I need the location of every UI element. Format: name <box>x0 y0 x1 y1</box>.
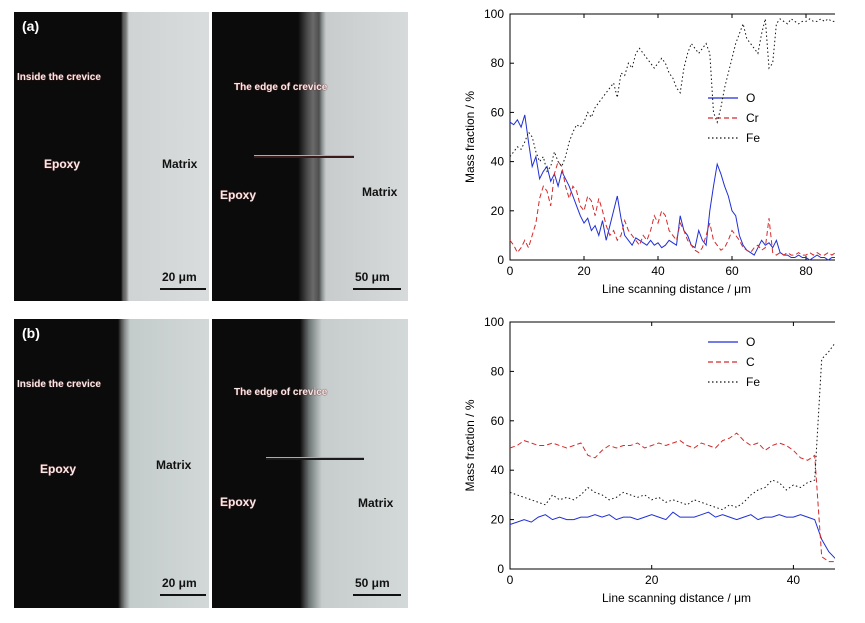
x-tick-label: 0 <box>507 264 514 278</box>
plot-frame <box>509 321 835 570</box>
matrix-label: Matrix <box>358 496 394 510</box>
legend-label: C <box>746 355 755 369</box>
epoxy-label: Epoxy <box>40 462 77 476</box>
legend-label: Fe <box>746 375 760 389</box>
y-tick-label: 40 <box>491 155 505 169</box>
x-tick-label: 80 <box>799 264 813 278</box>
x-tick-label: 0 <box>507 573 514 587</box>
legend-label: O <box>746 335 755 349</box>
legend-label: O <box>746 91 755 105</box>
line-scan-chart-a: 0 20 40 60 80 100 0 20 40 60 80 Line scanning dista… <box>463 7 835 296</box>
plot-frame <box>509 13 835 261</box>
scale-bar <box>353 288 401 290</box>
y-tick-label: 20 <box>491 513 505 527</box>
micrograph-b-left: (b) Inside the crevice Epoxy Matrix 20 μ… <box>14 319 209 608</box>
panel-tag: (a) <box>22 18 40 34</box>
series-line-o <box>509 511 835 559</box>
y-tick-label: 20 <box>491 204 505 218</box>
y-axis-label: Mass fraction / % <box>463 91 477 183</box>
panel-tag: (b) <box>22 325 40 341</box>
y-tick-label: 100 <box>484 7 504 21</box>
line-scan-chart-b: 0 20 40 60 80 100 0 20 40 Line scanning distance … <box>463 315 835 605</box>
y-tick-label: 40 <box>491 463 505 477</box>
legend-label: Cr <box>746 111 759 125</box>
scale-bar-label: 50 μm <box>355 270 390 284</box>
micrograph-a-right: The edge of crevice Epoxy Matrix 50 μm <box>212 12 408 301</box>
x-tick-label: 20 <box>577 264 591 278</box>
scale-bar <box>353 594 401 596</box>
y-tick-label: 60 <box>491 105 505 119</box>
matrix-label: Matrix <box>162 157 198 171</box>
y-tick-label: 0 <box>497 562 504 576</box>
micrograph-b-right: The edge of crevice Epoxy Matrix 50 μm <box>212 319 408 608</box>
y-tick-label: 80 <box>491 56 505 70</box>
x-axis-label: Line scanning distance / μm <box>602 591 751 605</box>
series-line-cr <box>509 160 835 256</box>
y-axis-label: Mass fraction / % <box>463 399 477 491</box>
series-line-c <box>509 432 835 563</box>
x-tick-label: 20 <box>645 573 659 587</box>
region-label: Inside the crevice <box>17 379 101 390</box>
scale-bar-label: 20 μm <box>162 576 197 590</box>
legend-label: Fe <box>746 131 760 145</box>
line-scan-marker <box>266 457 364 460</box>
y-tick-label: 100 <box>484 315 504 329</box>
y-tick-label: 80 <box>491 364 505 378</box>
series-line-o <box>509 114 835 261</box>
line-scan-marker <box>254 155 354 158</box>
x-tick-label: 40 <box>651 264 665 278</box>
x-axis-label: Line scanning distance / μm <box>602 282 751 296</box>
x-tick-label: 40 <box>787 573 801 587</box>
matrix-label: Matrix <box>362 185 398 199</box>
scale-bar <box>160 288 206 290</box>
region-label: The edge of crevice <box>234 387 328 398</box>
region-label: Inside the crevice <box>17 72 101 83</box>
x-tick-label: 60 <box>725 264 739 278</box>
epoxy-label: Epoxy <box>220 495 257 509</box>
region-label: The edge of crevice <box>234 82 328 93</box>
series-line-fe <box>509 18 835 173</box>
micrograph-a-left: (a) Inside the crevice Epoxy Matrix 20 μ… <box>14 12 209 301</box>
y-tick-label: 0 <box>497 253 504 267</box>
epoxy-label: Epoxy <box>220 188 257 202</box>
epoxy-label: Epoxy <box>44 157 81 171</box>
y-tick-label: 60 <box>491 414 505 428</box>
scale-bar <box>160 594 206 596</box>
scale-bar-label: 20 μm <box>162 270 197 284</box>
matrix-label: Matrix <box>156 458 192 472</box>
series-line-fe <box>509 342 835 511</box>
scale-bar-label: 50 μm <box>355 576 390 590</box>
